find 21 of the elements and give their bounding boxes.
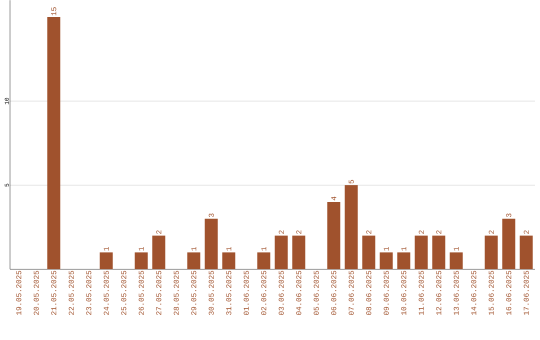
bar <box>47 16 60 270</box>
bar <box>327 202 340 270</box>
bar <box>397 252 410 270</box>
bar <box>222 252 236 270</box>
bar <box>380 252 393 270</box>
bar <box>484 235 498 270</box>
bar <box>257 252 270 270</box>
bar <box>432 235 446 270</box>
bar <box>100 252 113 270</box>
bar <box>134 252 148 270</box>
bar <box>152 235 166 270</box>
bar <box>292 235 306 270</box>
bar <box>344 185 358 270</box>
bar <box>502 218 516 270</box>
bar <box>274 235 288 270</box>
bar <box>187 252 200 270</box>
bar <box>204 218 218 270</box>
bar <box>362 235 376 270</box>
bar <box>414 235 428 270</box>
bar <box>450 252 463 270</box>
bar <box>520 235 533 270</box>
